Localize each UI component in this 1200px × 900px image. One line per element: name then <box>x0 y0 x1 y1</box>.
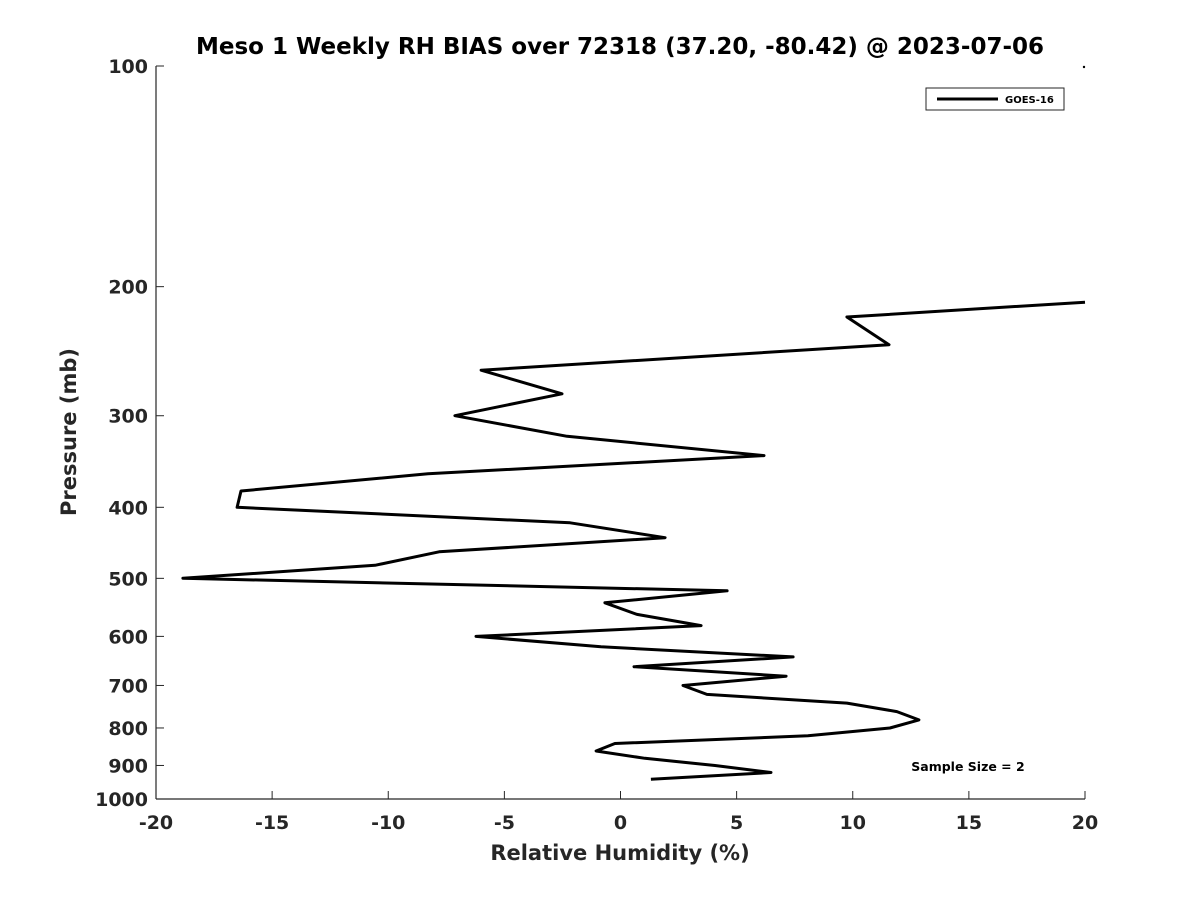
y-tick-label: 500 <box>108 568 148 590</box>
x-axis-label: Relative Humidity (%) <box>490 841 749 865</box>
x-tick-label: 15 <box>956 812 982 834</box>
x-tick-label: 20 <box>1072 812 1098 834</box>
y-tick-label: 700 <box>108 675 148 697</box>
x-tick-label: 0 <box>614 812 627 834</box>
y-tick-label: 400 <box>108 497 148 519</box>
legend-label: GOES-16 <box>1005 95 1054 106</box>
y-tick-label: 1000 <box>95 789 148 811</box>
x-tick-label: -20 <box>139 812 173 834</box>
corner-dot <box>1082 65 1086 69</box>
y-axis-label: Pressure (mb) <box>57 348 81 516</box>
series-line-goes-16 <box>181 300 1086 781</box>
y-tick-label: 200 <box>108 277 148 299</box>
y-tick-label: 900 <box>108 755 148 777</box>
x-tick-label: 5 <box>730 812 743 834</box>
x-tick-label: 10 <box>840 812 866 834</box>
y-tick-label: 800 <box>108 718 148 740</box>
x-tick-label: -10 <box>371 812 405 834</box>
x-tick-label: -15 <box>255 812 289 834</box>
x-tick-label: -5 <box>494 812 515 834</box>
y-tick-label: 100 <box>108 56 148 78</box>
chart-title: Meso 1 Weekly RH BIAS over 72318 (37.20,… <box>196 34 1044 60</box>
y-tick-label: 300 <box>108 406 148 428</box>
y-tick-label: 600 <box>108 626 148 648</box>
sample-size-annotation: Sample Size = 2 <box>911 759 1024 774</box>
